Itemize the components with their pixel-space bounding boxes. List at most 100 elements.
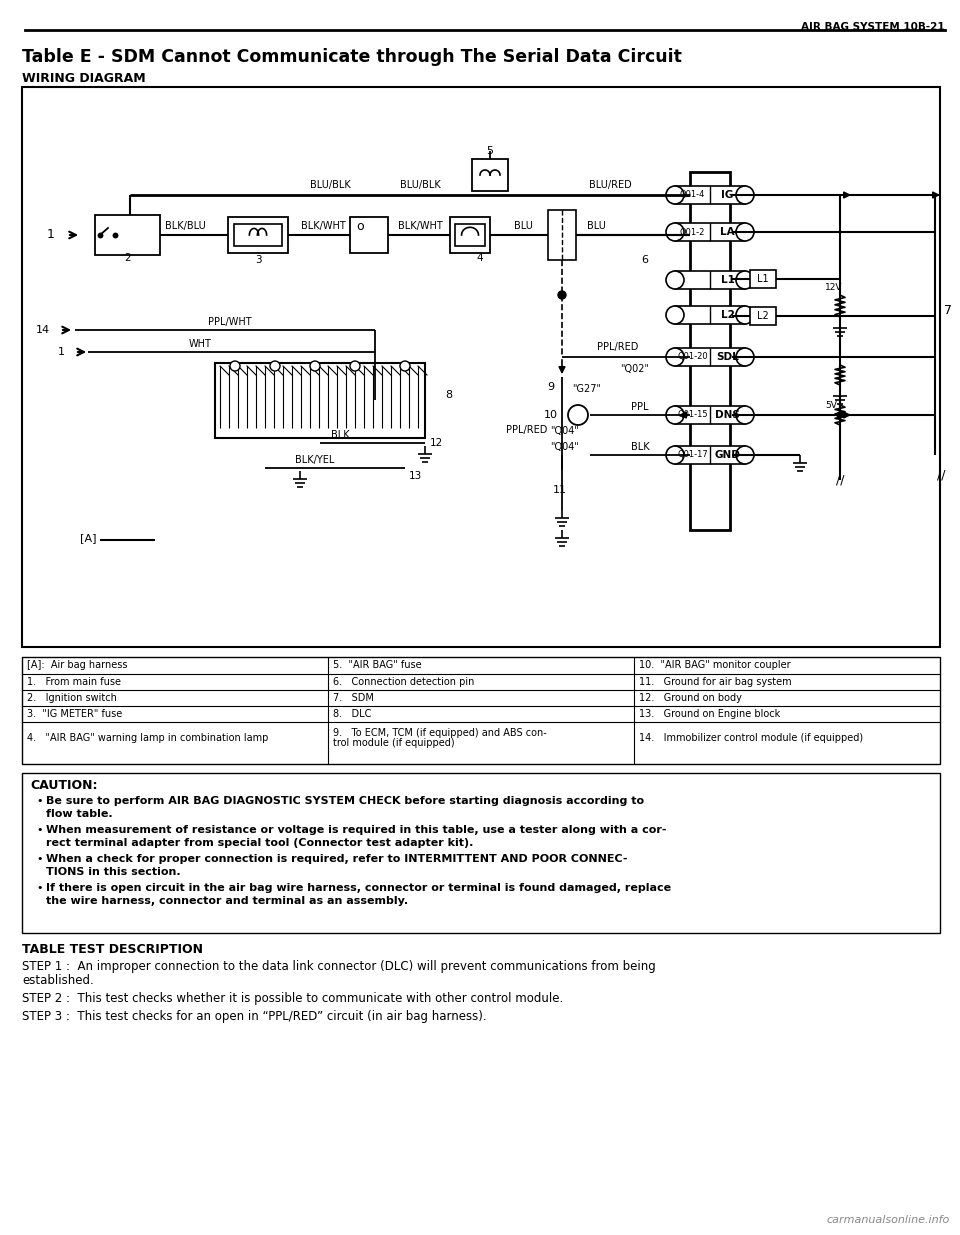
Text: L1: L1: [757, 274, 769, 284]
Text: CAUTION:: CAUTION:: [30, 779, 98, 792]
Text: WHT: WHT: [188, 338, 211, 350]
Text: TIONS in this section.: TIONS in this section.: [46, 867, 180, 877]
Text: BLU/BLK: BLU/BLK: [310, 180, 350, 190]
Text: 11: 11: [553, 485, 567, 495]
Text: Q01-17: Q01-17: [677, 451, 708, 459]
Bar: [690, 172, 730, 530]
Text: 14: 14: [36, 325, 50, 335]
Text: Table E - SDM Cannot Communicate through The Serial Data Circuit: Table E - SDM Cannot Communicate through…: [22, 48, 682, 65]
Text: When measurement of resistance or voltage is required in this table, use a teste: When measurement of resistance or voltag…: [46, 825, 666, 835]
Text: "G27": "G27": [572, 384, 601, 394]
Text: GND: GND: [714, 450, 740, 459]
Text: BLK/WHT: BLK/WHT: [300, 221, 346, 231]
Text: LA: LA: [720, 227, 734, 237]
Text: 1: 1: [58, 347, 65, 357]
Bar: [228, 217, 288, 253]
Bar: [750, 270, 776, 288]
Text: 13.   Ground on Engine block: 13. Ground on Engine block: [639, 709, 780, 719]
Text: 12V: 12V: [825, 284, 843, 293]
Circle shape: [350, 361, 360, 370]
Text: L1: L1: [721, 275, 734, 285]
Circle shape: [736, 406, 754, 424]
Text: SDL: SDL: [716, 352, 739, 362]
Text: Q01-15: Q01-15: [677, 410, 708, 420]
Text: "Q04": "Q04": [550, 426, 579, 436]
Text: 10.  "AIR BAG" monitor coupler: 10. "AIR BAG" monitor coupler: [639, 661, 791, 671]
Circle shape: [666, 348, 684, 366]
Bar: [455, 224, 485, 246]
Text: STEP 1 :  An improper connection to the data link connector (DLC) will prevent c: STEP 1 : An improper connection to the d…: [22, 960, 656, 973]
Bar: [95, 215, 160, 254]
Text: 9.   To ECM, TCM (if equipped) and ABS con-: 9. To ECM, TCM (if equipped) and ABS con…: [333, 727, 547, 739]
Text: PPL: PPL: [632, 403, 649, 412]
Text: 6.   Connection detection pin: 6. Connection detection pin: [333, 677, 474, 687]
Text: IG: IG: [721, 190, 733, 200]
Circle shape: [666, 406, 684, 424]
Circle shape: [400, 361, 410, 370]
Circle shape: [736, 186, 754, 204]
Text: BLK/YEL: BLK/YEL: [296, 454, 335, 466]
Text: 11.   Ground for air bag system: 11. Ground for air bag system: [639, 677, 792, 687]
Text: Q01-20: Q01-20: [677, 352, 708, 362]
Text: 9: 9: [547, 382, 554, 391]
Text: Q01-4: Q01-4: [680, 190, 706, 200]
Text: 2: 2: [125, 253, 132, 263]
Text: the wire harness, connector and terminal as an assembly.: the wire harness, connector and terminal…: [46, 897, 408, 906]
Text: 13: 13: [408, 471, 421, 480]
Circle shape: [310, 361, 320, 370]
Text: Q01-2: Q01-2: [680, 227, 706, 236]
Text: "Q02": "Q02": [620, 364, 650, 374]
Text: •: •: [36, 853, 42, 864]
Text: "Q04": "Q04": [550, 442, 579, 452]
Circle shape: [666, 446, 684, 464]
Bar: [675, 306, 745, 324]
Bar: [750, 308, 776, 325]
Text: DNS: DNS: [715, 410, 740, 420]
Text: •: •: [36, 797, 42, 806]
Bar: [675, 446, 745, 464]
Text: BLK/BLU: BLK/BLU: [164, 221, 205, 231]
Text: AIR BAG SYSTEM 10B-21: AIR BAG SYSTEM 10B-21: [802, 22, 945, 32]
Text: STEP 3 :  This test checks for an open in “PPL/RED” circuit (in air bag harness): STEP 3 : This test checks for an open in…: [22, 1010, 487, 1023]
Text: L2: L2: [721, 310, 734, 320]
Text: 5V: 5V: [825, 400, 837, 410]
Circle shape: [736, 446, 754, 464]
Circle shape: [736, 224, 754, 241]
Text: 6: 6: [641, 254, 649, 266]
Text: 5: 5: [487, 146, 493, 156]
Text: 2.   Ignition switch: 2. Ignition switch: [27, 693, 117, 703]
Text: 7.   SDM: 7. SDM: [333, 693, 373, 703]
Bar: [22, 86, 940, 647]
Bar: [450, 217, 490, 253]
Text: 12: 12: [430, 438, 444, 448]
Bar: [350, 217, 388, 253]
Text: 8.   DLC: 8. DLC: [333, 709, 372, 719]
Circle shape: [666, 186, 684, 204]
Bar: [548, 210, 576, 261]
Bar: [675, 270, 745, 289]
Text: BLU: BLU: [514, 221, 533, 231]
Circle shape: [736, 348, 754, 366]
Text: [A]: [A]: [80, 534, 97, 543]
Text: //: //: [937, 468, 946, 482]
Text: [A]:  Air bag harness: [A]: Air bag harness: [27, 661, 128, 671]
Text: 3.  "IG METER" fuse: 3. "IG METER" fuse: [27, 709, 122, 719]
Text: •: •: [36, 883, 42, 893]
Text: 4.   "AIR BAG" warning lamp in combination lamp: 4. "AIR BAG" warning lamp in combination…: [27, 734, 269, 743]
Text: 4: 4: [477, 253, 483, 263]
Text: o: o: [356, 220, 364, 232]
Circle shape: [230, 361, 240, 370]
Text: •: •: [36, 825, 42, 835]
Circle shape: [666, 224, 684, 241]
Text: 7: 7: [944, 304, 952, 316]
Text: 12.   Ground on body: 12. Ground on body: [639, 693, 742, 703]
Text: When a check for proper connection is required, refer to INTERMITTENT AND POOR C: When a check for proper connection is re…: [46, 853, 628, 864]
Bar: [675, 186, 745, 204]
Bar: [675, 224, 745, 241]
Text: carmanualsonline.info: carmanualsonline.info: [827, 1215, 950, 1225]
Bar: [234, 224, 282, 246]
Text: 1: 1: [47, 228, 55, 242]
Bar: [675, 348, 745, 366]
Text: trol module (if equipped): trol module (if equipped): [333, 739, 455, 748]
Text: flow table.: flow table.: [46, 809, 112, 819]
